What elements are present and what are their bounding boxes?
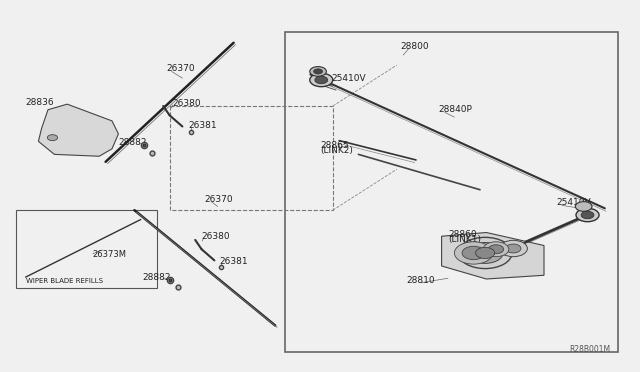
Circle shape [310, 67, 326, 76]
Text: 28882: 28882 [118, 138, 147, 147]
Circle shape [315, 76, 328, 84]
Text: (LINK1): (LINK1) [448, 235, 481, 244]
Text: 28882: 28882 [142, 273, 171, 282]
Text: 28800: 28800 [400, 42, 429, 51]
Circle shape [499, 240, 527, 257]
Circle shape [462, 246, 485, 260]
Circle shape [458, 237, 512, 269]
Polygon shape [38, 104, 118, 156]
Circle shape [476, 247, 495, 259]
Circle shape [575, 202, 592, 211]
Text: 26373M: 26373M [93, 250, 127, 259]
Text: R28B001M: R28B001M [570, 345, 611, 354]
Text: 25410V: 25410V [557, 198, 591, 207]
Text: 26380: 26380 [173, 99, 202, 108]
Circle shape [310, 73, 333, 87]
Text: 26381: 26381 [189, 121, 218, 130]
Polygon shape [442, 232, 544, 279]
Text: 26380: 26380 [202, 232, 230, 241]
Text: 28865: 28865 [320, 141, 349, 150]
Circle shape [454, 242, 493, 264]
Text: 26370: 26370 [166, 64, 195, 73]
Circle shape [581, 211, 594, 219]
Text: 28836: 28836 [26, 98, 54, 107]
Circle shape [47, 135, 58, 141]
Text: 25410V: 25410V [332, 74, 366, 83]
Circle shape [314, 69, 323, 74]
Text: WIPER BLADE REFILLS: WIPER BLADE REFILLS [26, 278, 102, 284]
Text: 28840P: 28840P [438, 105, 472, 114]
Circle shape [467, 243, 503, 263]
Circle shape [576, 208, 599, 222]
Text: 28810: 28810 [406, 276, 435, 285]
Text: 26381: 26381 [219, 257, 248, 266]
Circle shape [483, 242, 509, 257]
Circle shape [506, 244, 521, 253]
Text: (LINK2): (LINK2) [320, 146, 353, 155]
Circle shape [488, 245, 504, 254]
Text: 28860: 28860 [448, 230, 477, 239]
Text: 26370: 26370 [205, 195, 234, 203]
